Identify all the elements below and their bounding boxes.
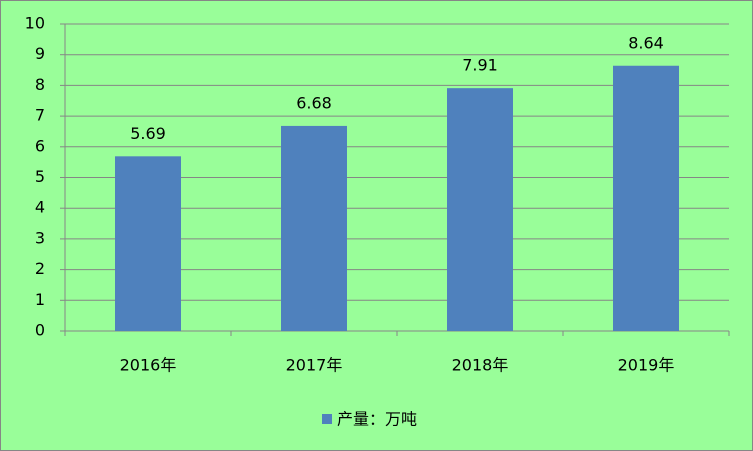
bar (115, 156, 181, 331)
y-tick-label: 7 (35, 106, 45, 125)
y-tick-label: 0 (35, 321, 45, 340)
y-tick-label: 4 (35, 198, 45, 217)
x-tick-label: 2016年 (120, 356, 177, 375)
y-tick-label: 6 (35, 136, 45, 155)
y-tick-label: 10 (25, 14, 45, 33)
x-tick-label: 2019年 (618, 356, 675, 375)
x-tick-label: 2018年 (452, 356, 509, 375)
y-tick-label: 2 (35, 259, 45, 278)
legend-swatch (322, 414, 332, 424)
data-label: 8.64 (628, 33, 664, 52)
y-tick-label: 8 (35, 75, 45, 94)
y-tick-label: 9 (35, 44, 45, 63)
y-tick-label: 5 (35, 167, 45, 186)
bar (613, 65, 679, 331)
y-tick-label: 3 (35, 228, 45, 247)
data-label: 6.68 (296, 93, 332, 112)
data-label: 7.91 (462, 56, 498, 75)
x-tick-label: 2017年 (286, 356, 343, 375)
bar (447, 88, 513, 332)
y-tick-label: 1 (35, 290, 45, 309)
data-label: 5.69 (130, 124, 166, 143)
bar (281, 125, 347, 331)
legend-label: 产量：万吨 (337, 410, 417, 429)
